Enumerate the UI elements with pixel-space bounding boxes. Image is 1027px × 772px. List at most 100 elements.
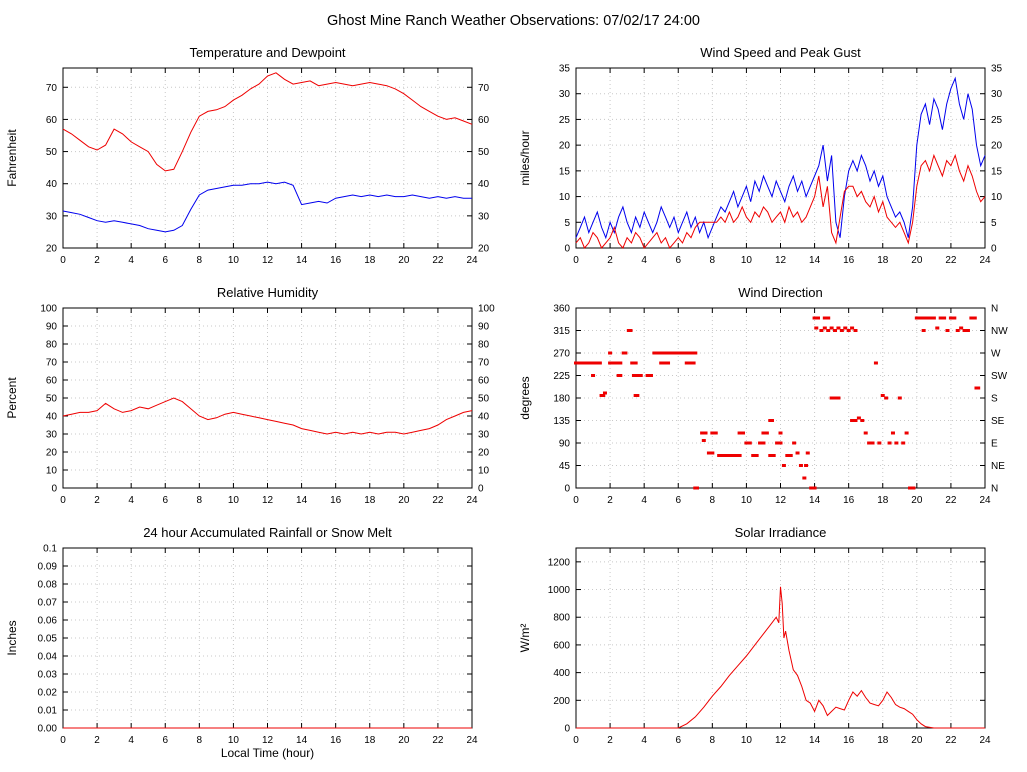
svg-text:200: 200 <box>553 696 570 707</box>
svg-text:16: 16 <box>843 255 855 266</box>
svg-text:S: S <box>991 394 998 405</box>
svg-text:0.04: 0.04 <box>37 652 57 663</box>
svg-text:0.00: 0.00 <box>37 724 57 735</box>
svg-text:25: 25 <box>991 115 1003 126</box>
svg-text:0.07: 0.07 <box>37 598 57 609</box>
svg-text:22: 22 <box>945 255 957 266</box>
svg-text:12: 12 <box>261 255 273 266</box>
svg-text:15: 15 <box>558 166 570 177</box>
svg-text:10: 10 <box>45 466 57 477</box>
svg-text:20: 20 <box>558 141 570 152</box>
svg-text:70: 70 <box>478 83 490 94</box>
svg-text:50: 50 <box>45 147 57 158</box>
svg-text:16: 16 <box>330 735 342 746</box>
svg-text:60: 60 <box>478 376 490 387</box>
svg-text:0: 0 <box>60 735 66 746</box>
svg-text:20: 20 <box>398 255 410 266</box>
svg-text:18: 18 <box>877 735 889 746</box>
panel-relative-humidity: Relative Humidity 0 2 4 6 8 10 12 14 16 18 20 22 24 0 0… <box>1 282 514 522</box>
svg-text:Wind Speed and Peak Gust: Wind Speed and Peak Gust <box>700 45 861 60</box>
svg-text:400: 400 <box>553 668 570 679</box>
svg-text:16: 16 <box>843 495 855 506</box>
svg-text:0: 0 <box>564 484 570 495</box>
svg-text:E: E <box>991 439 998 450</box>
svg-text:24: 24 <box>979 255 991 266</box>
svg-text:4: 4 <box>128 495 134 506</box>
svg-text:18: 18 <box>877 495 889 506</box>
svg-text:10: 10 <box>740 255 752 266</box>
svg-text:6: 6 <box>675 495 681 506</box>
svg-text:315: 315 <box>553 326 570 337</box>
svg-text:20: 20 <box>45 448 57 459</box>
svg-text:24: 24 <box>466 495 478 506</box>
svg-text:80: 80 <box>478 340 490 351</box>
svg-text:10: 10 <box>227 255 239 266</box>
svg-text:30: 30 <box>991 89 1003 100</box>
svg-text:16: 16 <box>330 495 342 506</box>
svg-text:0: 0 <box>60 495 66 506</box>
svg-text:degrees: degrees <box>518 376 532 419</box>
svg-text:14: 14 <box>296 735 308 746</box>
svg-text:NW: NW <box>991 326 1008 337</box>
svg-text:2: 2 <box>607 255 613 266</box>
svg-text:0: 0 <box>51 484 57 495</box>
svg-text:8: 8 <box>196 735 202 746</box>
svg-text:10: 10 <box>227 495 239 506</box>
svg-text:10: 10 <box>558 192 570 203</box>
svg-text:30: 30 <box>45 211 57 222</box>
svg-text:18: 18 <box>364 255 376 266</box>
svg-text:0.08: 0.08 <box>37 580 57 591</box>
svg-text:0: 0 <box>573 255 579 266</box>
svg-text:Inches: Inches <box>5 620 19 655</box>
svg-text:35: 35 <box>991 64 1003 75</box>
panel-wind-direction: Wind Direction 0 2 4 6 8 10 12 14 16 18 20 22 24 0 N 45 N… <box>514 282 1027 522</box>
svg-text:50: 50 <box>478 394 490 405</box>
svg-text:N: N <box>991 484 998 495</box>
svg-text:40: 40 <box>478 412 490 423</box>
svg-text:40: 40 <box>45 179 57 190</box>
svg-text:60: 60 <box>478 115 490 126</box>
svg-text:25: 25 <box>558 115 570 126</box>
svg-text:Fahrenheit: Fahrenheit <box>5 129 19 187</box>
svg-text:NE: NE <box>991 461 1005 472</box>
svg-text:0.01: 0.01 <box>37 706 57 717</box>
svg-text:24: 24 <box>979 495 991 506</box>
svg-text:30: 30 <box>558 89 570 100</box>
svg-text:N: N <box>991 304 998 315</box>
svg-text:0: 0 <box>991 244 997 255</box>
svg-text:12: 12 <box>774 495 786 506</box>
svg-text:35: 35 <box>558 64 570 75</box>
svg-text:22: 22 <box>432 255 444 266</box>
svg-text:2: 2 <box>607 735 613 746</box>
svg-text:60: 60 <box>45 376 57 387</box>
svg-text:14: 14 <box>809 735 821 746</box>
svg-text:80: 80 <box>45 340 57 351</box>
svg-text:W: W <box>991 349 1001 360</box>
svg-text:24: 24 <box>466 255 478 266</box>
svg-text:W/m²: W/m² <box>518 624 532 653</box>
svg-text:1200: 1200 <box>547 557 570 568</box>
svg-text:5: 5 <box>564 218 570 229</box>
svg-text:2: 2 <box>94 735 100 746</box>
svg-text:4: 4 <box>641 735 647 746</box>
svg-text:20: 20 <box>911 495 923 506</box>
svg-text:24: 24 <box>979 735 991 746</box>
svg-text:22: 22 <box>945 495 957 506</box>
svg-text:4: 4 <box>641 255 647 266</box>
svg-text:30: 30 <box>45 430 57 441</box>
svg-text:70: 70 <box>45 83 57 94</box>
svg-text:45: 45 <box>558 461 570 472</box>
svg-text:600: 600 <box>553 640 570 651</box>
svg-text:0.05: 0.05 <box>37 634 57 645</box>
svg-text:miles/hour: miles/hour <box>518 130 532 185</box>
svg-text:135: 135 <box>553 416 570 427</box>
svg-text:20: 20 <box>45 244 57 255</box>
svg-text:Percent: Percent <box>5 377 19 419</box>
svg-text:0: 0 <box>564 724 570 735</box>
svg-text:16: 16 <box>843 735 855 746</box>
svg-text:70: 70 <box>45 358 57 369</box>
svg-text:2: 2 <box>607 495 613 506</box>
svg-text:10: 10 <box>740 495 752 506</box>
